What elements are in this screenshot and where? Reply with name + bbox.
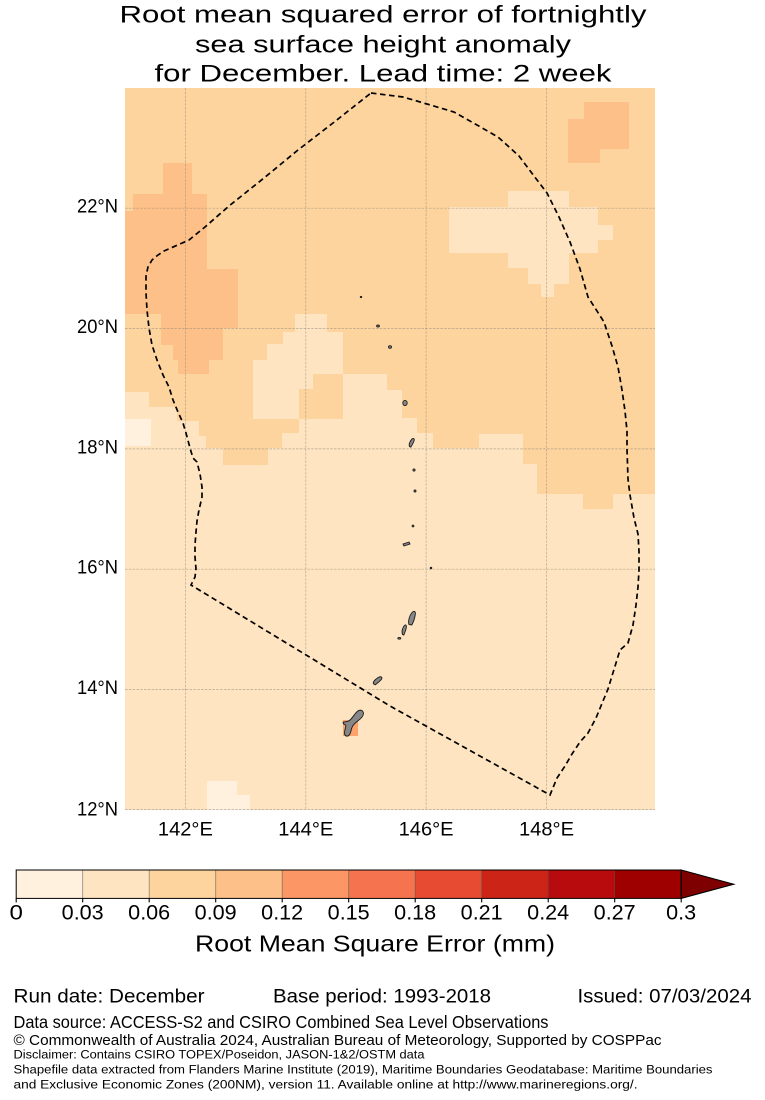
svg-text:12°N: 12°N bbox=[77, 799, 118, 820]
svg-text:18°N: 18°N bbox=[77, 437, 118, 458]
svg-text:22°N: 22°N bbox=[77, 197, 118, 218]
svg-text:0.18: 0.18 bbox=[394, 902, 436, 925]
svg-text:144°E: 144°E bbox=[278, 820, 333, 841]
svg-text:0.12: 0.12 bbox=[261, 902, 303, 925]
svg-text:146°E: 146°E bbox=[399, 820, 454, 841]
svg-text:142°E: 142°E bbox=[158, 820, 213, 841]
svg-text:20°N: 20°N bbox=[77, 317, 118, 338]
svg-text:0.03: 0.03 bbox=[62, 902, 104, 925]
svg-text:Run date: December: Run date: December bbox=[14, 987, 206, 1008]
svg-text:Root mean squared error of for: Root mean squared error of fortnightly bbox=[120, 2, 647, 29]
svg-text:Root Mean Square Error (mm): Root Mean Square Error (mm) bbox=[195, 931, 555, 957]
svg-text:14°N: 14°N bbox=[77, 678, 118, 699]
svg-text:0.15: 0.15 bbox=[328, 902, 370, 925]
svg-text:0.21: 0.21 bbox=[461, 902, 503, 925]
svg-text:and Exclusive Economic Zones (: and Exclusive Economic Zones (200NM), ve… bbox=[14, 1078, 638, 1092]
svg-text:© Commonwealth of Australia 20: © Commonwealth of Australia 2024, Austra… bbox=[14, 1033, 662, 1049]
svg-text:sea surface height anomaly: sea surface height anomaly bbox=[195, 32, 571, 59]
svg-text:for December. Lead time: 2 wee: for December. Lead time: 2 week bbox=[155, 61, 613, 88]
svg-text:Issued: 07/03/2024: Issued: 07/03/2024 bbox=[578, 987, 752, 1008]
svg-text:0.3: 0.3 bbox=[666, 902, 696, 925]
svg-text:Disclaimer: Contains CSIRO TOP: Disclaimer: Contains CSIRO TOPEX/Poseido… bbox=[14, 1048, 425, 1062]
svg-text:148°E: 148°E bbox=[519, 820, 574, 841]
svg-text:0.27: 0.27 bbox=[594, 902, 636, 925]
svg-text:0: 0 bbox=[10, 902, 23, 925]
svg-text:Shapefile data extracted from: Shapefile data extracted from Flanders M… bbox=[14, 1063, 713, 1077]
svg-text:Data source: ACCESS-S2 and CSI: Data source: ACCESS-S2 and CSIRO Combine… bbox=[14, 1012, 549, 1032]
svg-text:16°N: 16°N bbox=[77, 558, 118, 579]
svg-text:0.06: 0.06 bbox=[128, 902, 170, 925]
svg-text:0.24: 0.24 bbox=[527, 902, 569, 925]
svg-text:Base period: 1993-2018: Base period: 1993-2018 bbox=[273, 987, 491, 1008]
svg-text:0.09: 0.09 bbox=[195, 902, 237, 925]
